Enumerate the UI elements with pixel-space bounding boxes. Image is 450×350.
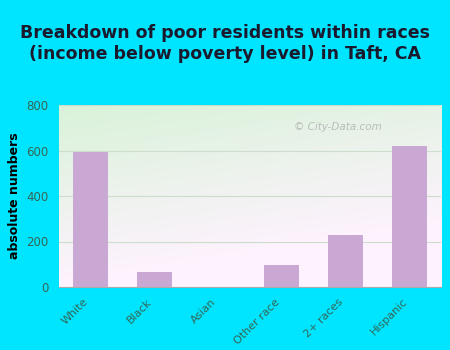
- Bar: [392, 146, 427, 287]
- Text: © City-Data.com: © City-Data.com: [294, 122, 382, 132]
- Bar: [73, 152, 108, 287]
- Text: Breakdown of poor residents within races
(income below poverty level) in Taft, C: Breakdown of poor residents within races…: [20, 25, 430, 63]
- Bar: [264, 265, 299, 287]
- Y-axis label: absolute numbers: absolute numbers: [8, 133, 21, 259]
- Bar: [137, 272, 171, 287]
- Bar: [328, 235, 363, 287]
